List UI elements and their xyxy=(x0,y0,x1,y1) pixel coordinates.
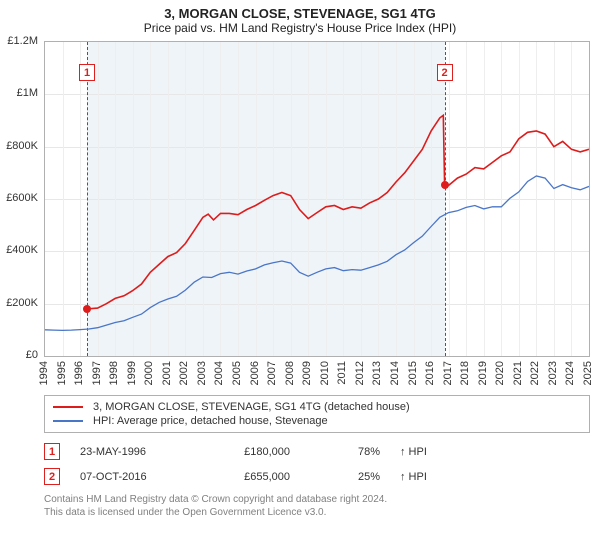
x-tick-label: 2006 xyxy=(249,361,261,385)
x-tick-label: 2014 xyxy=(389,361,401,385)
x-tick-label: 2000 xyxy=(143,361,155,385)
x-tick-label: 2021 xyxy=(512,361,524,385)
x-tick-label: 2001 xyxy=(161,361,173,385)
x-tick-label: 2010 xyxy=(319,361,331,385)
sale-marker-1 xyxy=(83,305,91,313)
event-date: 23-MAY-1996 xyxy=(80,446,190,458)
x-tick-label: 2013 xyxy=(371,361,383,385)
x-tick-label: 2023 xyxy=(547,361,559,385)
x-tick-label: 2024 xyxy=(564,361,576,385)
footer-line-2: This data is licensed under the Open Gov… xyxy=(44,506,590,519)
x-tick-label: 2004 xyxy=(213,361,225,385)
footer-text: Contains HM Land Registry data © Crown c… xyxy=(44,493,590,519)
x-tick-label: 2017 xyxy=(442,361,454,385)
x-axis-labels: 1994199519961997199819992000200120022003… xyxy=(44,357,590,391)
sale-marker-2 xyxy=(441,181,449,189)
event-hpi: ↑ HPI xyxy=(400,446,427,458)
x-tick-label: 2005 xyxy=(231,361,243,385)
x-tick-label: 2003 xyxy=(196,361,208,385)
legend-item: HPI: Average price, detached house, Stev… xyxy=(53,414,581,428)
y-tick-label: £800K xyxy=(6,140,38,152)
event-row: 1 23-MAY-1996 £180,000 78% ↑ HPI xyxy=(44,439,590,464)
event-table: 1 23-MAY-1996 £180,000 78% ↑ HPI 2 07-OCT-2016… xyxy=(44,439,590,489)
subtitle: Price paid vs. HM Land Registry's House … xyxy=(0,21,600,41)
y-tick-label: £1M xyxy=(17,87,38,99)
y-tick-label: £600K xyxy=(6,192,38,204)
x-tick-label: 1994 xyxy=(38,361,50,385)
marker-badge-1: 1 xyxy=(79,64,95,81)
x-tick-label: 2011 xyxy=(336,361,348,385)
event-price: £655,000 xyxy=(210,471,290,483)
x-tick-label: 2009 xyxy=(301,361,313,385)
legend-swatch xyxy=(53,406,83,408)
event-hpi: ↑ HPI xyxy=(400,471,427,483)
y-tick-label: £200K xyxy=(6,297,38,309)
x-tick-label: 2007 xyxy=(266,361,278,385)
y-tick-label: £0 xyxy=(26,349,38,361)
x-tick-label: 1996 xyxy=(73,361,85,385)
y-axis-labels: £0£200K£400K£600K£800K£1M£1.2M xyxy=(0,41,40,357)
legend-swatch xyxy=(53,420,83,422)
footer-line-1: Contains HM Land Registry data © Crown c… xyxy=(44,493,590,506)
series-hpi xyxy=(45,176,589,330)
marker-badge-2: 2 xyxy=(437,64,453,81)
x-tick-label: 2016 xyxy=(424,361,436,385)
event-badge: 1 xyxy=(44,443,60,460)
x-tick-label: 2002 xyxy=(178,361,190,385)
legend-box: 3, MORGAN CLOSE, STEVENAGE, SG1 4TG (det… xyxy=(44,395,590,433)
x-tick-label: 2018 xyxy=(459,361,471,385)
x-tick-label: 2008 xyxy=(284,361,296,385)
x-tick-label: 2025 xyxy=(582,361,594,385)
y-tick-label: £1.2M xyxy=(7,35,38,47)
page-title: 3, MORGAN CLOSE, STEVENAGE, SG1 4TG xyxy=(0,0,600,21)
legend-label: 3, MORGAN CLOSE, STEVENAGE, SG1 4TG (det… xyxy=(93,401,410,413)
x-tick-label: 2022 xyxy=(529,361,541,385)
x-tick-label: 1999 xyxy=(126,361,138,385)
event-row: 2 07-OCT-2016 £655,000 25% ↑ HPI xyxy=(44,464,590,489)
event-pct: 25% xyxy=(310,471,380,483)
plot-area: 1 2 xyxy=(44,41,590,357)
x-tick-label: 2019 xyxy=(477,361,489,385)
chart-area: £0£200K£400K£600K£800K£1M£1.2M 1 2 xyxy=(44,41,590,357)
line-series-svg xyxy=(45,42,589,356)
event-date: 07-OCT-2016 xyxy=(80,471,190,483)
event-badge: 2 xyxy=(44,468,60,485)
x-tick-label: 1997 xyxy=(91,361,103,385)
event-pct: 78% xyxy=(310,446,380,458)
x-tick-label: 2020 xyxy=(494,361,506,385)
legend-item: 3, MORGAN CLOSE, STEVENAGE, SG1 4TG (det… xyxy=(53,400,581,414)
x-tick-label: 2012 xyxy=(354,361,366,385)
event-price: £180,000 xyxy=(210,446,290,458)
y-tick-label: £400K xyxy=(6,244,38,256)
x-tick-label: 2015 xyxy=(407,361,419,385)
legend-label: HPI: Average price, detached house, Stev… xyxy=(93,415,328,427)
x-tick-label: 1995 xyxy=(56,361,68,385)
series-subject xyxy=(87,115,589,309)
x-tick-label: 1998 xyxy=(108,361,120,385)
